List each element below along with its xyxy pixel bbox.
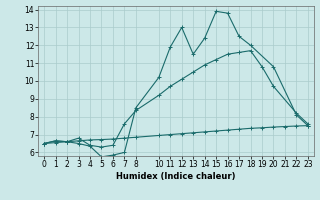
- X-axis label: Humidex (Indice chaleur): Humidex (Indice chaleur): [116, 172, 236, 181]
